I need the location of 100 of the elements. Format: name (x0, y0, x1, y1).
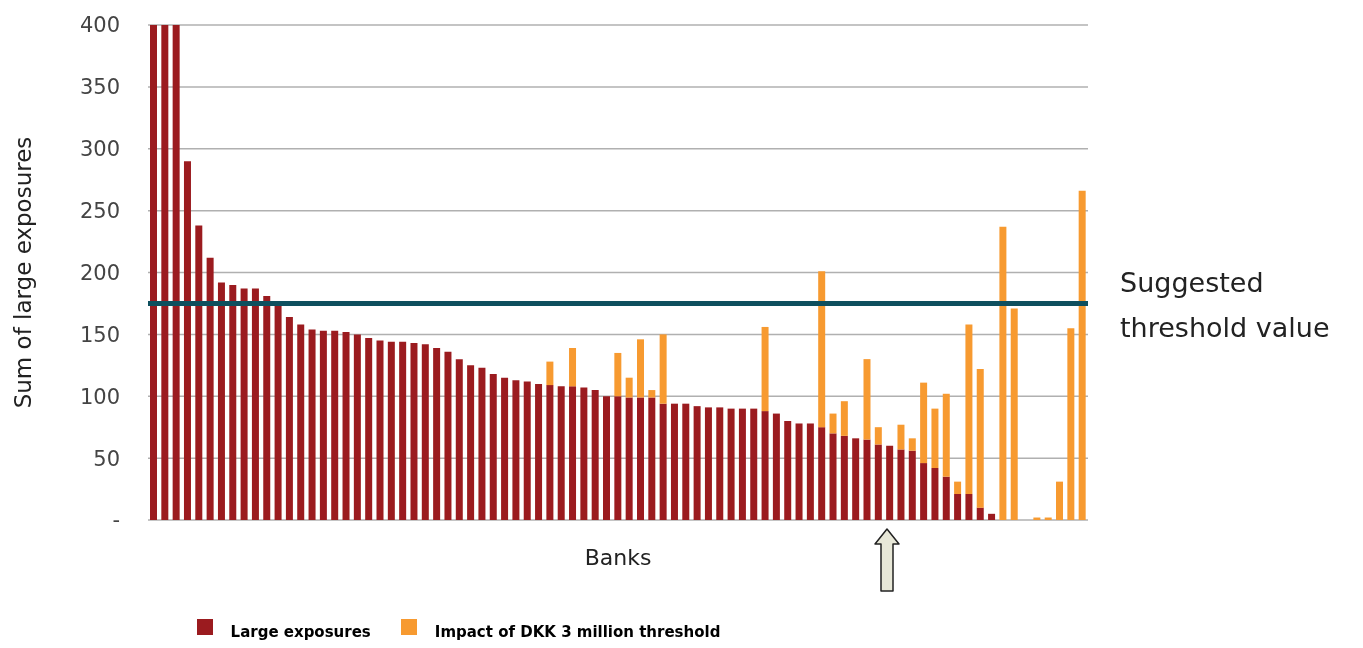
bar (172, 25, 180, 520)
bar (433, 347, 441, 520)
ref-line-label: Suggested threshold value (1120, 266, 1330, 343)
bar (183, 161, 191, 520)
bar (659, 403, 667, 520)
bar (920, 463, 928, 520)
bar (455, 359, 463, 520)
bar (954, 494, 962, 520)
bar (387, 341, 395, 520)
y-tick-label: 400 (79, 13, 120, 38)
bar (750, 408, 758, 520)
bar (421, 344, 429, 520)
bar (999, 226, 1007, 520)
bar (806, 423, 814, 520)
bar (818, 271, 826, 428)
bar (648, 397, 656, 520)
bar (501, 377, 509, 520)
bar (444, 351, 452, 520)
bar (342, 331, 350, 520)
bar (784, 421, 792, 520)
y-tick-label: 300 (79, 137, 120, 162)
legend-label: Impact of DKK 3 million threshold (434, 623, 721, 641)
bar (704, 407, 712, 520)
y-tick-label: 350 (79, 75, 120, 100)
bar (625, 377, 633, 398)
bar (931, 408, 939, 469)
bar (263, 296, 271, 520)
bar (161, 25, 169, 520)
bar (376, 340, 384, 520)
bar (965, 494, 973, 520)
bar (331, 330, 339, 520)
bar (670, 403, 678, 520)
bar (818, 427, 826, 520)
bar (569, 386, 577, 520)
bar (580, 387, 588, 520)
bar (954, 481, 962, 495)
bar (659, 334, 667, 404)
bar (546, 361, 554, 386)
bar (716, 407, 724, 520)
bar (229, 284, 237, 520)
bar (795, 423, 803, 520)
y-tick-label: 200 (79, 260, 120, 285)
bar (206, 257, 214, 520)
bar (942, 393, 950, 477)
bar (897, 424, 905, 450)
bar (557, 386, 565, 520)
bar (874, 444, 882, 520)
bar (682, 403, 690, 520)
bar (625, 397, 633, 520)
bar (467, 365, 475, 520)
bar (591, 390, 599, 520)
bar (976, 369, 984, 508)
bar (761, 326, 769, 412)
bar (874, 427, 882, 445)
bar (738, 408, 746, 520)
bar (365, 338, 373, 520)
bar (546, 385, 554, 520)
bar (410, 343, 418, 520)
bar (1056, 481, 1064, 520)
bar (908, 450, 916, 520)
y-tick-label: 50 (93, 446, 120, 471)
bar (308, 329, 316, 520)
y-axis-title: Sum of large exposures (10, 136, 37, 409)
bar (693, 406, 701, 520)
bar (569, 347, 577, 387)
bar (976, 507, 984, 520)
bar (772, 413, 780, 520)
bar (863, 359, 871, 440)
legend-label: Large exposures (230, 623, 371, 641)
bar (217, 282, 225, 520)
bar (1067, 328, 1075, 520)
bar (829, 433, 837, 520)
bar (942, 476, 950, 520)
bar (399, 341, 407, 520)
y-tick-label: - (112, 508, 120, 533)
bar (297, 324, 305, 520)
bar (195, 225, 203, 520)
bar (852, 438, 860, 520)
bar (614, 396, 622, 520)
bar (908, 438, 916, 451)
bar (863, 439, 871, 520)
bar (353, 334, 361, 520)
bar (512, 380, 520, 520)
y-tick-label: 150 (79, 322, 120, 347)
bar (636, 339, 644, 398)
bar (603, 396, 611, 520)
bar (1010, 308, 1018, 520)
x-axis-title: Banks (584, 545, 652, 570)
bar (965, 324, 973, 495)
bar (1078, 190, 1086, 520)
bar (648, 390, 656, 398)
bar (727, 408, 735, 520)
bar (636, 397, 644, 520)
bar (240, 288, 248, 520)
bar (478, 367, 486, 520)
bar (897, 449, 905, 520)
bar (285, 317, 293, 520)
bar (614, 352, 622, 397)
bar (523, 381, 531, 520)
bar (251, 288, 259, 520)
